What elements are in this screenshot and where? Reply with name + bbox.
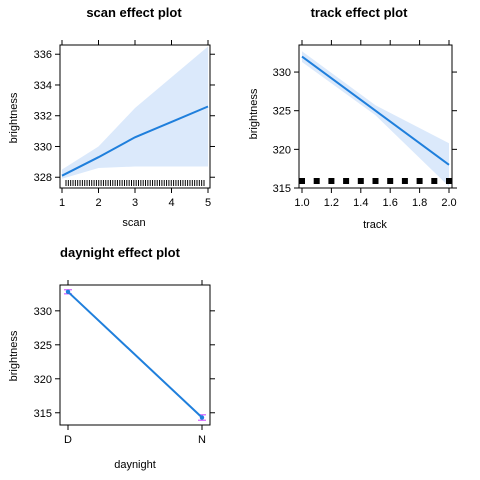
y-tick-label: 325	[273, 106, 291, 118]
chart-title: daynight effect plot	[60, 245, 181, 260]
rug-mark	[358, 178, 364, 184]
rug-mark	[328, 178, 334, 184]
y-tick-label: 334	[34, 80, 52, 92]
x-tick-label: 2.0	[441, 197, 456, 209]
data-point	[200, 415, 204, 419]
effect-line	[68, 292, 202, 418]
x-tick-label: 1.6	[383, 197, 398, 209]
x-axis-label: scan	[122, 217, 145, 229]
effect-line	[302, 57, 449, 165]
y-tick-label: 330	[273, 67, 291, 79]
x-tick-label: 2	[95, 197, 101, 209]
x-tick-label: 1.2	[324, 197, 339, 209]
x-axis-label: daynight	[114, 459, 156, 471]
y-axis-label: brightness	[248, 88, 260, 139]
y-axis-label: brightness	[8, 92, 20, 143]
y-tick-label: 320	[273, 144, 291, 156]
y-tick-label: 320	[34, 374, 52, 386]
y-tick-label: 332	[34, 111, 52, 123]
y-tick-label: 330	[34, 306, 52, 318]
data-point	[66, 290, 70, 294]
chart-title: track effect plot	[311, 5, 408, 20]
y-axis-label: brightness	[8, 330, 20, 381]
rug-mark	[446, 178, 452, 184]
rug-mark	[343, 178, 349, 184]
rug-mark	[431, 178, 437, 184]
rug-mark	[387, 178, 393, 184]
x-axis-label: track	[363, 219, 387, 231]
x-tick-label: 1.8	[412, 197, 427, 209]
confidence-band	[62, 47, 208, 179]
y-tick-label: 336	[34, 49, 52, 61]
daynight-effect-panel: daynight effect plot daynight brightness…	[8, 245, 215, 471]
rug-mark	[299, 178, 305, 184]
rug-mark	[314, 178, 320, 184]
rug-mark	[417, 178, 423, 184]
y-tick-label: 315	[273, 183, 291, 195]
x-tick-label: 5	[205, 197, 211, 209]
x-tick-label: 4	[168, 197, 174, 209]
confidence-band	[302, 51, 449, 186]
x-tick-label: D	[64, 434, 72, 446]
y-tick-label: 330	[34, 141, 52, 153]
x-tick-label: 1.0	[294, 197, 309, 209]
rug-mark	[373, 178, 379, 184]
y-tick-label: 315	[34, 408, 52, 420]
x-tick-label: 1	[59, 197, 65, 209]
y-tick-label: 325	[34, 340, 52, 352]
chart-title: scan effect plot	[86, 5, 182, 20]
scan-effect-panel: scan effect plot scan brightness 1 2 3 4 5 32…	[8, 5, 215, 229]
track-effect-panel: track effect plot track brightness 1.0 1.…	[248, 5, 457, 231]
x-tick-label: N	[198, 434, 206, 446]
x-tick-label: 3	[132, 197, 138, 209]
rug-mark	[402, 178, 408, 184]
x-tick-label: 1.4	[353, 197, 368, 209]
y-tick-label: 328	[34, 172, 52, 184]
